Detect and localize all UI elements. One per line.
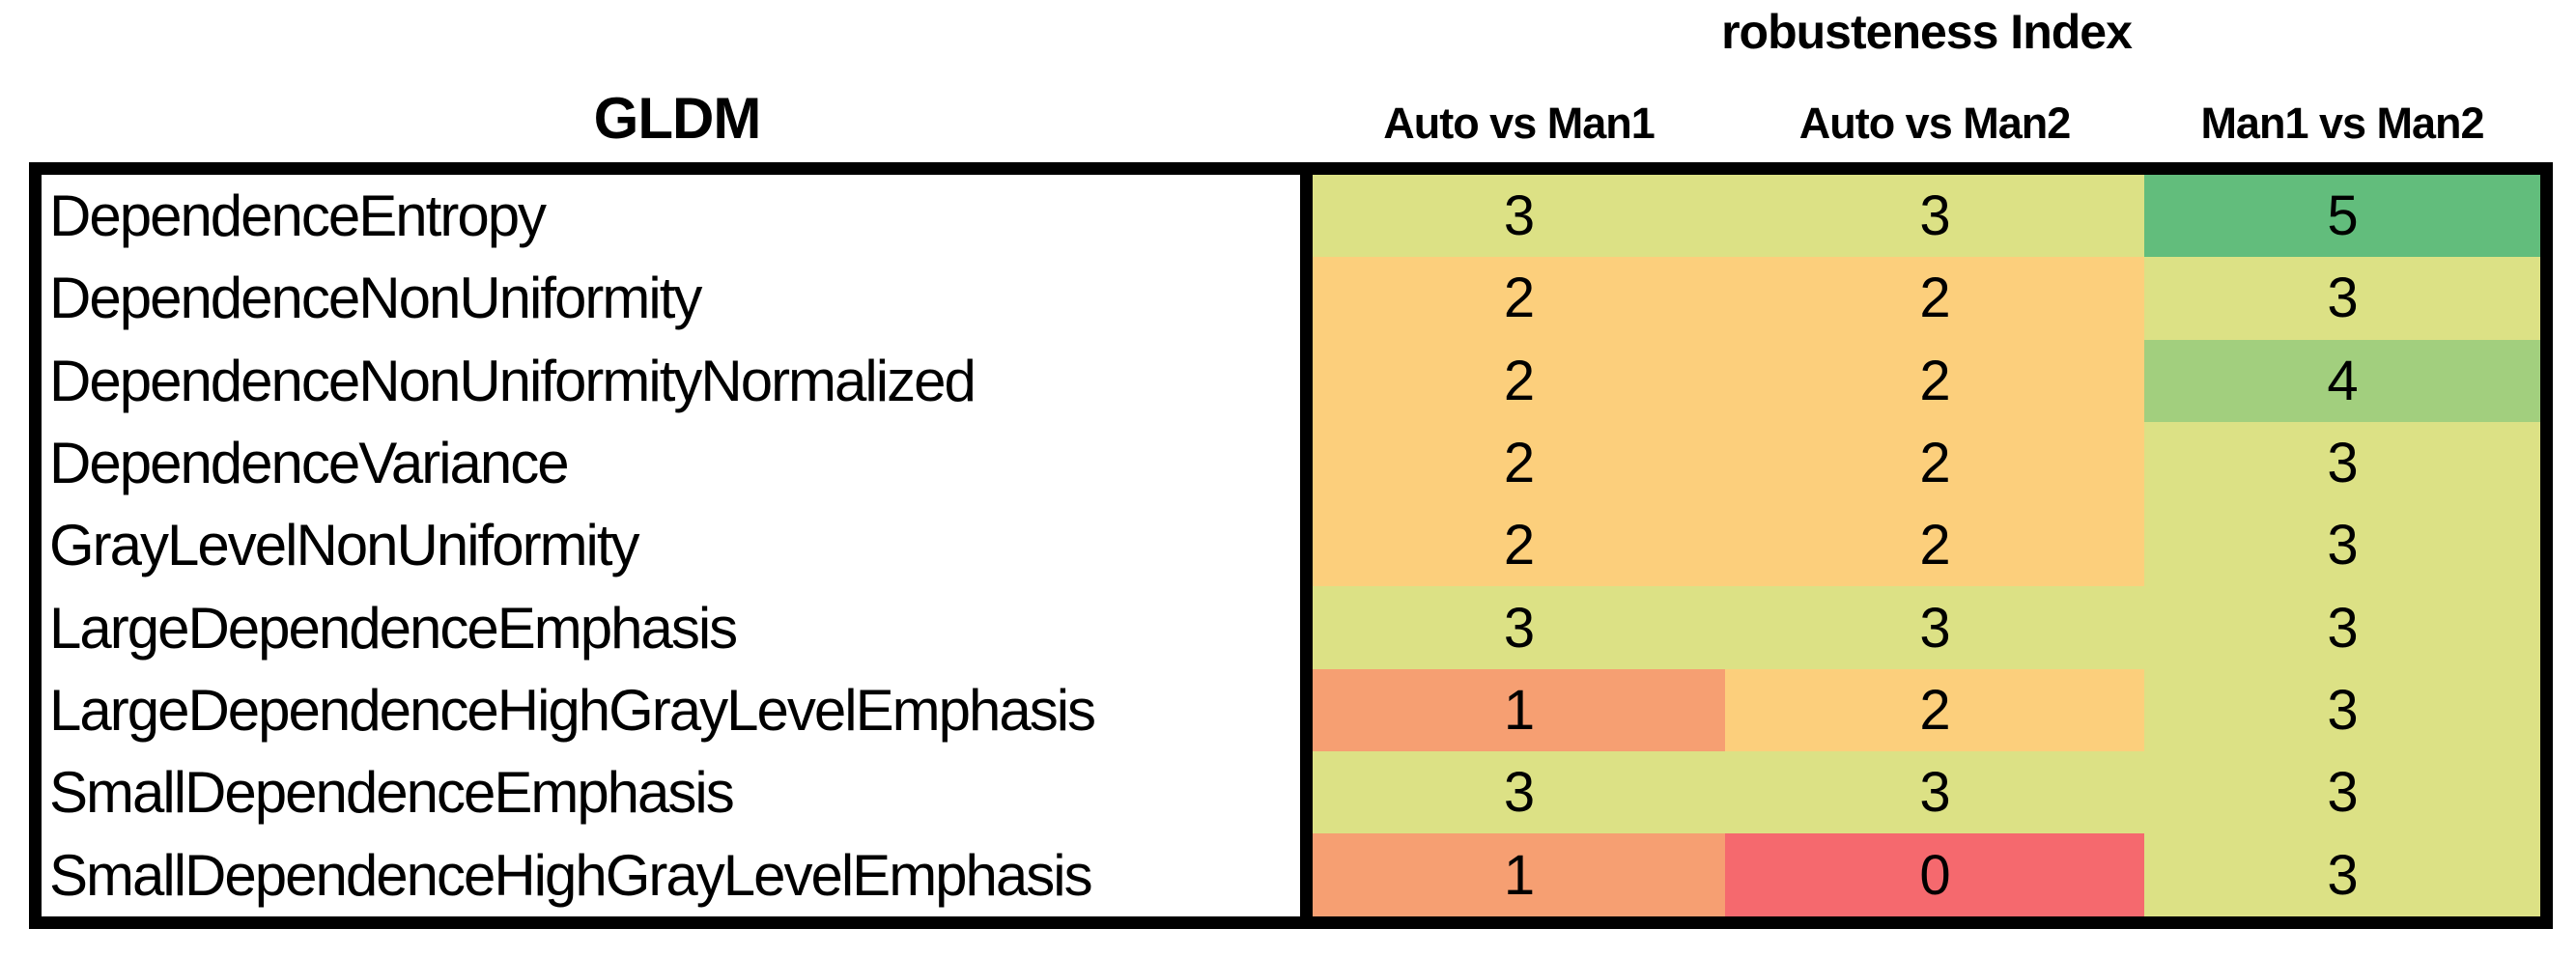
heatmap-cell: 0 xyxy=(1725,833,2144,916)
row-label: DependenceEntropy xyxy=(42,175,1313,258)
gldm-header: GLDM xyxy=(593,86,762,151)
heatmap-cell: 5 xyxy=(2144,175,2540,258)
column-header-auto-vs-man2: Auto vs Man2 xyxy=(1798,99,2072,148)
row-label: SmallDependenceEmphasis xyxy=(42,751,1313,834)
heatmap-cell: 2 xyxy=(1725,339,2144,422)
heatmap-cell: 3 xyxy=(2144,421,2540,505)
heatmap-cell: 1 xyxy=(1313,833,1725,916)
heatmap-cell: 2 xyxy=(1313,421,1725,505)
heatmap-cell: 3 xyxy=(1313,586,1725,669)
heatmap-cell: 3 xyxy=(2144,751,2540,834)
heatmap-cell: 3 xyxy=(1725,175,2144,258)
heatmap-table: DependenceEntropy 3 3 5 DependenceNonUni… xyxy=(29,162,2553,929)
heatmap-cell: 3 xyxy=(1725,586,2144,669)
robustness-index-title: robusteness Index xyxy=(1721,5,2133,59)
heatmap-cell: 3 xyxy=(1725,751,2144,834)
heatmap-cell: 3 xyxy=(2144,668,2540,752)
heatmap-cell: 2 xyxy=(1313,504,1725,587)
heatmap-cell: 2 xyxy=(1725,257,2144,340)
heatmap-cell: 3 xyxy=(1313,751,1725,834)
heatmap-cell: 3 xyxy=(2144,257,2540,340)
row-label: GrayLevelNonUniformity xyxy=(42,504,1313,587)
heatmap-cell: 2 xyxy=(1725,668,2144,752)
heatmap-cell: 2 xyxy=(1725,421,2144,505)
row-label: SmallDependenceHighGrayLevelEmphasis xyxy=(42,833,1313,916)
heatmap-cell: 2 xyxy=(1313,257,1725,340)
heatmap-cell: 3 xyxy=(2144,833,2540,916)
row-label: LargeDependenceEmphasis xyxy=(42,586,1313,669)
heatmap-cell: 3 xyxy=(2144,586,2540,669)
column-header-auto-vs-man1: Auto vs Man1 xyxy=(1383,99,1656,148)
heatmap-cell: 1 xyxy=(1313,668,1725,752)
heatmap-cell: 2 xyxy=(1725,504,2144,587)
heatmap-cell: 2 xyxy=(1313,339,1725,422)
row-label: DependenceNonUniformity xyxy=(42,257,1313,340)
heatmap-cell: 3 xyxy=(1313,175,1725,258)
column-header-man1-vs-man2: Man1 vs Man2 xyxy=(2200,99,2484,148)
heatmap-cell: 3 xyxy=(2144,504,2540,587)
row-label: DependenceVariance xyxy=(42,421,1313,505)
row-label: DependenceNonUniformityNormalized xyxy=(42,339,1313,422)
row-label: LargeDependenceHighGrayLevelEmphasis xyxy=(42,668,1313,752)
heatmap-cell: 4 xyxy=(2144,339,2540,422)
column-headers: Auto vs Man1 Auto vs Man2 Man1 vs Man2 xyxy=(1313,99,2540,149)
